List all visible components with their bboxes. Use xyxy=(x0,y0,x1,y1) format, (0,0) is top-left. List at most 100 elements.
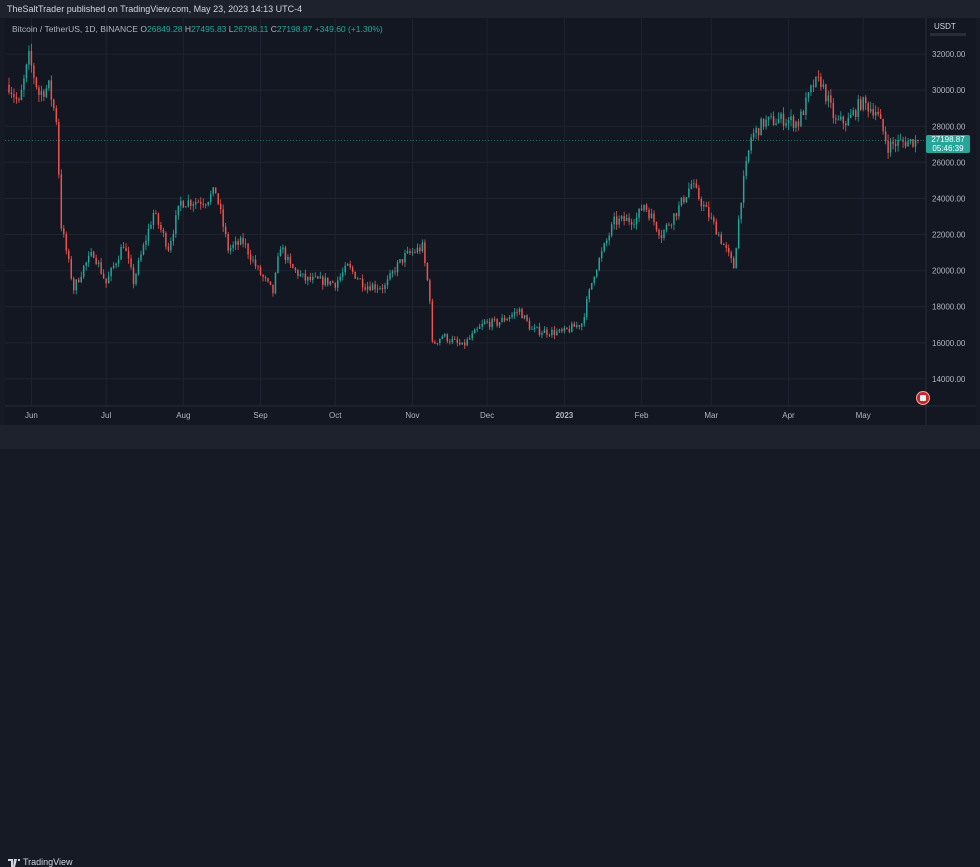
candle-body xyxy=(695,183,698,188)
candle-body xyxy=(902,139,904,142)
candle-body xyxy=(284,247,287,261)
candle-body xyxy=(399,259,401,263)
candle-body xyxy=(842,116,845,124)
time-tick-label: Mar xyxy=(704,411,718,420)
candle-body xyxy=(446,334,449,342)
candle-body xyxy=(454,338,456,340)
price-tick-label: 32000.00 xyxy=(932,50,966,59)
candle-body xyxy=(317,276,319,279)
candle-body xyxy=(142,244,145,255)
candle-body xyxy=(772,116,775,126)
candle-body xyxy=(110,267,112,277)
candle-body xyxy=(780,113,782,120)
time-tick-label: 2023 xyxy=(555,411,573,420)
candle-body xyxy=(10,92,13,95)
candle-body xyxy=(60,174,63,229)
last-price-value: 27198.87 xyxy=(931,134,965,144)
candle-body xyxy=(581,323,583,327)
candle-body xyxy=(322,276,324,286)
candle-body xyxy=(361,278,364,288)
candle-body xyxy=(478,326,481,329)
candle-body xyxy=(488,321,491,328)
candle-body xyxy=(615,216,618,225)
open-value: 26849.28 xyxy=(146,24,183,34)
candle-body xyxy=(523,315,526,319)
candle-body xyxy=(740,202,742,220)
candle-body xyxy=(254,259,257,267)
candle-body xyxy=(899,139,902,141)
close-label: C xyxy=(270,24,277,34)
candle-body xyxy=(155,212,157,214)
candle-body xyxy=(18,99,20,100)
price-tick-label: 22000.00 xyxy=(932,231,966,240)
candle-body xyxy=(645,204,648,210)
candle-body xyxy=(40,91,43,95)
candle-body xyxy=(451,338,454,343)
candle-body xyxy=(633,224,635,226)
candle-body xyxy=(618,218,620,225)
candle-body xyxy=(229,247,232,251)
candle-body xyxy=(262,274,264,277)
candle-body xyxy=(130,258,132,268)
candle-body xyxy=(548,334,551,336)
candle-body xyxy=(33,65,35,78)
candle-body xyxy=(150,224,152,229)
candle-body xyxy=(586,299,588,318)
candle-body xyxy=(204,204,207,206)
time-tick-label: Oct xyxy=(329,411,342,420)
price-tick-label: 24000.00 xyxy=(932,194,966,203)
candle-body xyxy=(840,116,842,120)
candle-body xyxy=(77,279,80,283)
candle-body xyxy=(894,143,897,146)
candle-body xyxy=(538,326,541,335)
candle-body xyxy=(807,92,810,98)
candle-body xyxy=(735,248,737,269)
candle-body xyxy=(421,242,424,252)
candle-body xyxy=(244,243,247,245)
flag-marker-icon[interactable] xyxy=(916,391,930,405)
candle-body xyxy=(847,117,850,126)
candle-body xyxy=(391,271,394,274)
time-tick-label: Apr xyxy=(782,411,795,420)
price-tick-label: 28000.00 xyxy=(932,122,966,131)
candle-body xyxy=(157,213,160,225)
currency-label[interactable]: USDT xyxy=(934,22,956,31)
candle-body xyxy=(705,204,708,207)
time-tick-label: Jun xyxy=(25,411,38,420)
candle-body xyxy=(416,247,419,253)
candle-body xyxy=(703,204,705,207)
candle-body xyxy=(889,141,892,153)
chart-panel[interactable] xyxy=(5,18,976,425)
candle-body xyxy=(571,323,573,332)
candle-body xyxy=(864,97,867,104)
candle-body xyxy=(314,276,317,278)
candle-body xyxy=(506,318,508,321)
candle-body xyxy=(237,241,239,245)
candle-body xyxy=(468,338,471,340)
candle-body xyxy=(95,257,97,264)
candle-body xyxy=(289,256,292,265)
tradingview-logo[interactable]: TradingView xyxy=(8,857,73,867)
candle-body xyxy=(279,249,282,257)
candle-body xyxy=(556,331,558,336)
candle-body xyxy=(341,272,344,277)
candle-body xyxy=(282,247,284,250)
candle-body xyxy=(498,322,501,326)
candle-body xyxy=(327,277,329,285)
change-value: +349.60 (+1.30%) xyxy=(314,24,383,34)
candle-body xyxy=(349,263,351,268)
candle-body xyxy=(257,266,259,268)
candle-body xyxy=(912,139,914,147)
candle-body xyxy=(827,95,830,102)
candle-body xyxy=(526,315,528,321)
candle-body xyxy=(521,309,523,319)
candle-body xyxy=(603,243,605,252)
candle-body xyxy=(583,317,586,324)
candle-body xyxy=(55,108,58,123)
candle-body xyxy=(202,203,204,205)
candlestick-chart[interactable]: 14000.00 16000.00 18000.00 20000.00 22000.00… xyxy=(0,0,980,449)
candle-body xyxy=(105,278,107,284)
candle-body xyxy=(812,85,815,87)
candle-body xyxy=(90,251,92,256)
candle-body xyxy=(845,123,847,126)
